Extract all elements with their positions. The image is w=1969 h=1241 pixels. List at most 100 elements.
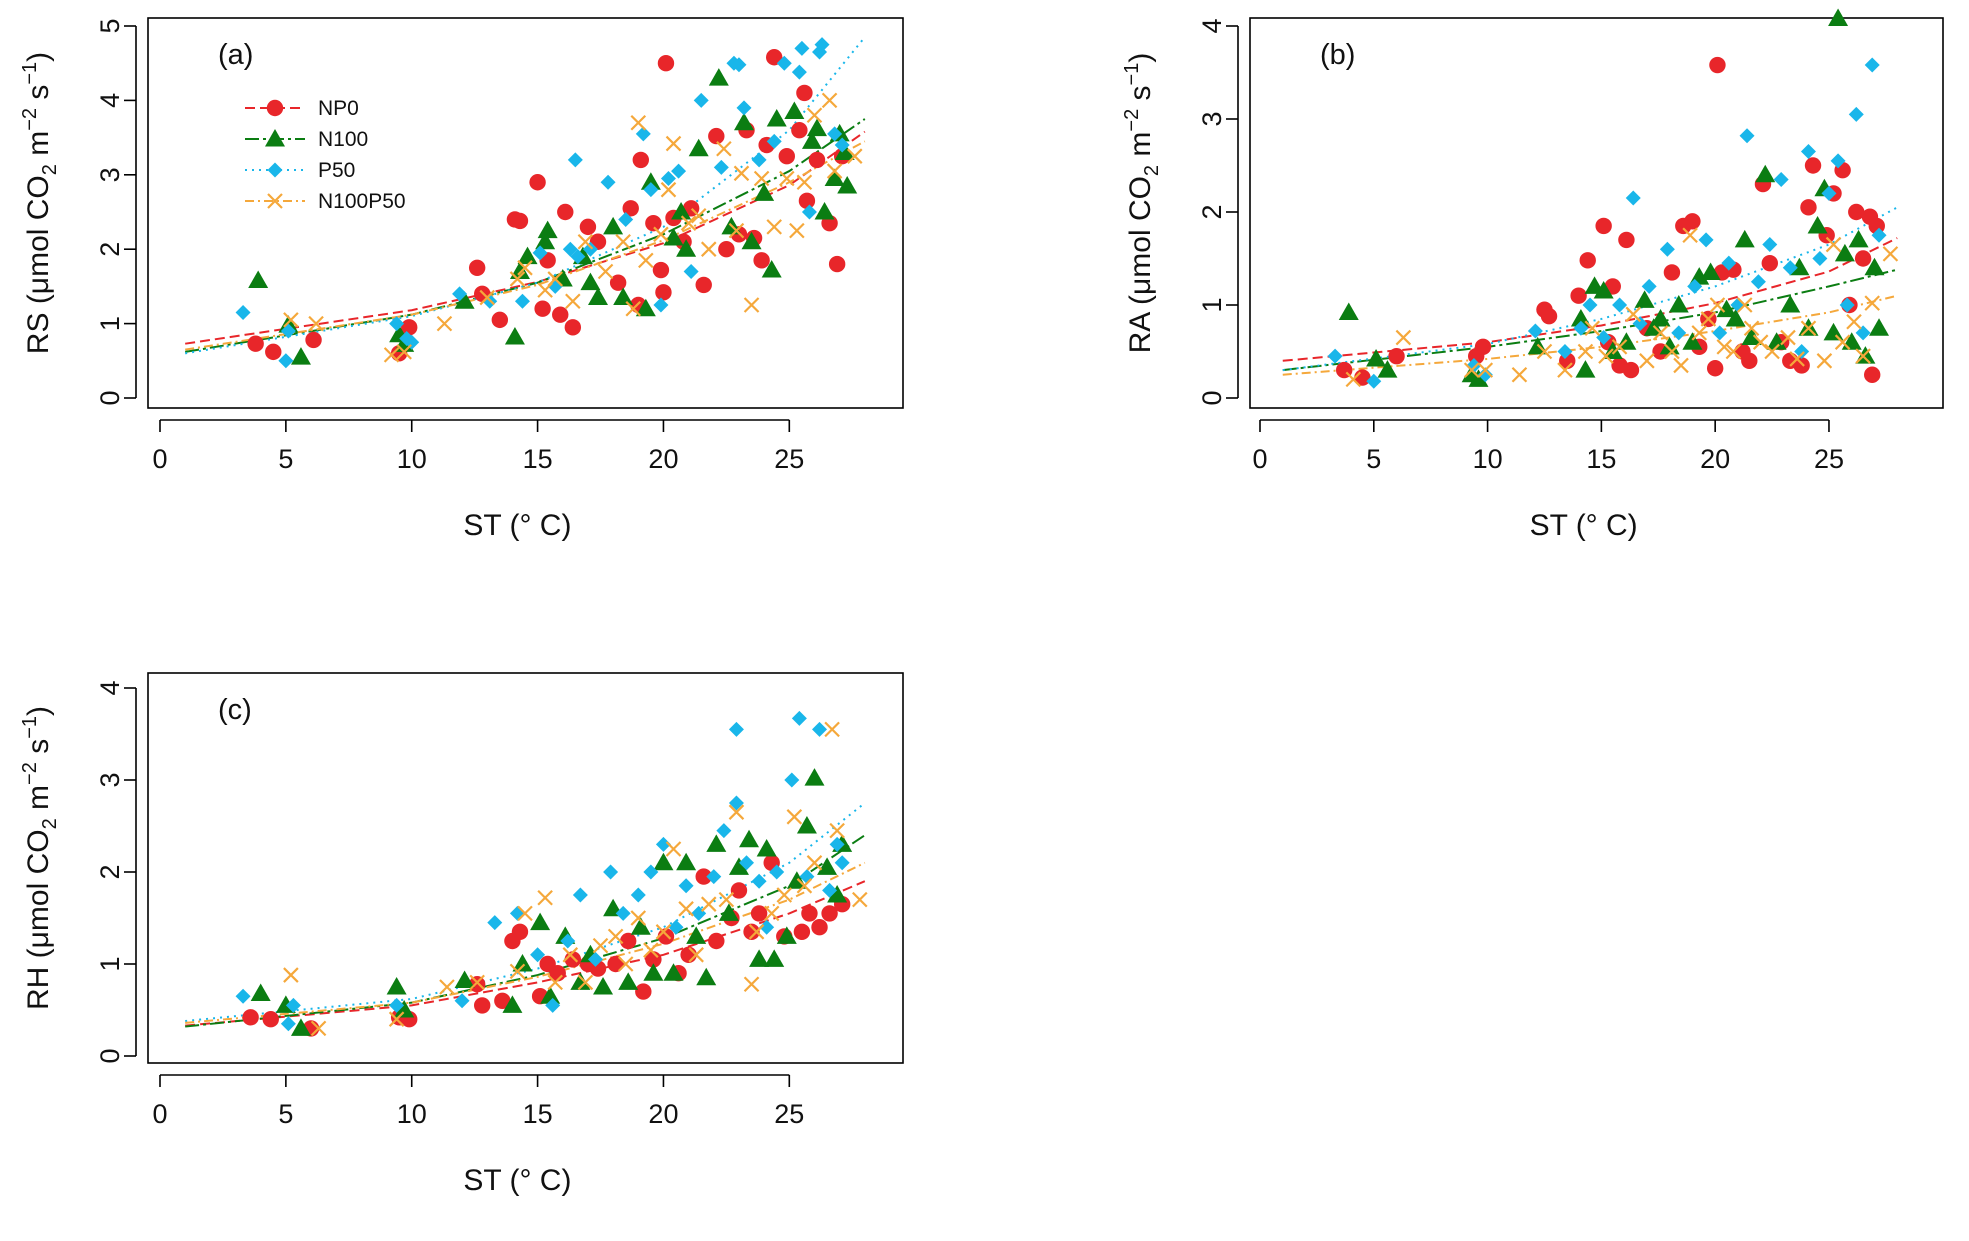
data-point [452, 286, 468, 302]
data-point [796, 878, 813, 894]
data-point [643, 182, 659, 198]
y-tick-label: 5 [95, 18, 125, 33]
data-point [491, 311, 509, 329]
data-point [248, 270, 269, 288]
data-point [1477, 367, 1493, 383]
data-point [1800, 199, 1817, 216]
data-point [1575, 360, 1596, 378]
data-point [708, 127, 725, 145]
data-point [1377, 360, 1398, 378]
y-tick-label: 2 [95, 242, 125, 257]
data-point [618, 972, 639, 990]
data-point [808, 151, 826, 169]
data-point [454, 970, 475, 989]
data-point [603, 216, 624, 235]
data-point [643, 963, 664, 981]
data-point [1716, 339, 1733, 355]
data-point [567, 152, 583, 168]
data-point [1848, 229, 1869, 248]
data-point [630, 910, 647, 926]
data-point [1652, 325, 1669, 341]
data-point [829, 822, 845, 839]
data-point [1755, 164, 1776, 183]
data-point [396, 344, 412, 360]
data-point [593, 977, 614, 995]
data-point [748, 924, 765, 940]
data-point [1463, 362, 1480, 378]
data-point [638, 252, 654, 269]
data-point [1709, 297, 1726, 313]
data-point [514, 293, 530, 309]
data-point [250, 983, 271, 1001]
plot-frame [147, 672, 904, 1064]
legend-marker [267, 162, 283, 178]
y-tick-label: 4 [95, 93, 125, 108]
data-point [1743, 320, 1760, 337]
data-point [798, 192, 816, 210]
data-point [262, 1011, 279, 1028]
data-point [1511, 366, 1528, 383]
data-point [577, 233, 594, 250]
data-point [700, 896, 717, 912]
data-point [643, 942, 659, 958]
data-point [511, 923, 529, 940]
x-axis-title: ST (° C) [463, 1164, 571, 1197]
data-point [655, 284, 672, 301]
data-point [657, 55, 675, 72]
data-point [756, 839, 777, 857]
data-point [778, 148, 795, 165]
data-point [487, 915, 503, 931]
data-point [655, 924, 672, 940]
data-point [532, 245, 548, 261]
data-point [603, 864, 619, 880]
data-point [582, 241, 598, 257]
y-tick-label: 4 [1197, 18, 1227, 33]
series-n100p50 [283, 92, 863, 363]
data-point [560, 933, 576, 949]
data-point [786, 809, 803, 825]
data-point [716, 823, 732, 839]
data-point [1540, 307, 1558, 325]
data-point [564, 319, 582, 336]
data-point [283, 312, 299, 328]
data-point [753, 252, 770, 269]
data-point [388, 1011, 405, 1027]
data-point [817, 857, 838, 875]
data-point [728, 222, 745, 239]
data-point [1848, 203, 1865, 221]
data-point [814, 202, 835, 220]
series-p50 [235, 710, 850, 1032]
data-point [1632, 316, 1648, 332]
data-point [776, 55, 792, 71]
data-point [763, 905, 780, 922]
data-point [784, 101, 805, 120]
data-point [545, 997, 561, 1013]
data-point [565, 293, 581, 310]
data-point [1338, 302, 1359, 320]
y-tick-label: 1 [95, 956, 125, 971]
data-point [310, 1020, 327, 1037]
data-point [794, 40, 810, 56]
data-point [1848, 106, 1864, 122]
fit-line-p50 [185, 802, 866, 1023]
data-point [1800, 320, 1817, 337]
data-point [1663, 264, 1681, 281]
data-point [479, 289, 496, 306]
data-point [404, 334, 420, 350]
data-point [796, 84, 813, 102]
data-point [530, 947, 546, 963]
data-point [645, 214, 662, 232]
data-point [547, 974, 563, 991]
panel-label: (c) [218, 694, 252, 726]
data-point [504, 326, 525, 345]
data-point [846, 148, 863, 164]
x-tick-label: 25 [774, 444, 804, 474]
data-point [401, 319, 418, 336]
data-point [509, 963, 526, 980]
data-point [247, 335, 264, 352]
data-point [1366, 373, 1382, 389]
data-point [1579, 252, 1596, 269]
data-point [1750, 274, 1766, 290]
data-point [801, 204, 817, 220]
data-point [718, 903, 739, 921]
